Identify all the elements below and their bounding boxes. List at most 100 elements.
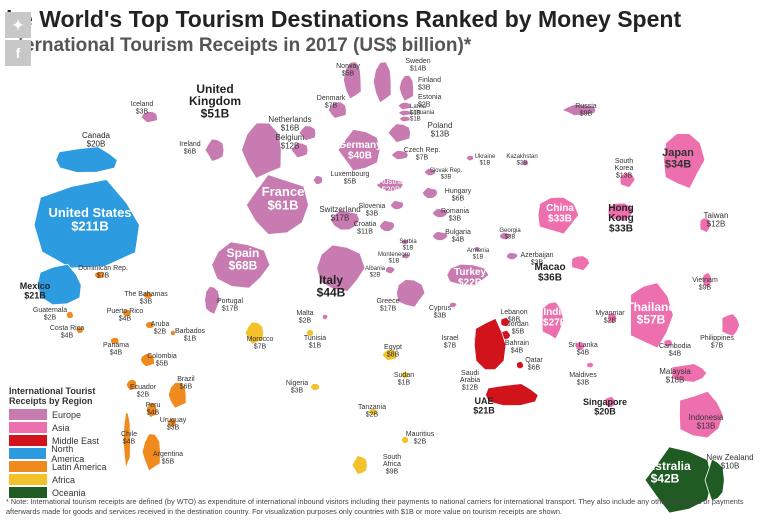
country-label-iceland: Iceland $3B xyxy=(131,101,154,115)
country-shape-south-korea xyxy=(619,172,636,189)
legend: International Tourist Receipts by Region… xyxy=(9,386,107,499)
country-name-portugal: Portugal xyxy=(217,298,244,305)
country-shape-croatia xyxy=(378,219,396,232)
country-value-taiwan: $12B xyxy=(707,219,726,228)
country-shape-brazil xyxy=(167,381,187,409)
country-value-denmark: $7B xyxy=(325,102,338,109)
country-label-canada: Canada $20B xyxy=(82,131,111,148)
country-name-iceland: Iceland xyxy=(131,101,154,108)
country-name-myanmar: Myanmar xyxy=(595,310,625,317)
country-value-azerbaijan: $3B xyxy=(531,259,544,266)
country-name-montenegro: Montenegro xyxy=(378,252,411,258)
country-shape-portugal xyxy=(204,285,221,315)
country-shape-tunisia xyxy=(305,328,314,338)
country-label-norway: Norway $5B xyxy=(336,63,360,77)
country-name-vietnam: Vietnam xyxy=(692,277,718,284)
country-value-myanmar: $2B xyxy=(604,317,617,324)
country-value-lithuania: $1B xyxy=(410,116,421,122)
country-value-colombia: $5B xyxy=(156,360,169,367)
country-shape-colombia xyxy=(139,353,155,368)
country-label-sweden: Sweden $14B xyxy=(405,58,430,72)
country-shape-india xyxy=(541,301,565,340)
country-name-hong-kong: Kong xyxy=(608,213,634,224)
country-label-aruba: Aruba $2B xyxy=(151,321,170,335)
country-name-ireland: Ireland xyxy=(179,141,201,148)
country-label-australia: Australia $42B xyxy=(639,459,691,486)
country-shape-costa-rica xyxy=(75,325,84,335)
country-name-greece: Greece xyxy=(377,298,400,305)
country-value-qatar: $6B xyxy=(528,364,541,371)
country-name-lithuania: Lithuania xyxy=(410,110,435,116)
country-label-uae: UAE $21B xyxy=(473,396,495,415)
country-value-czech-rep: $7B xyxy=(416,154,429,161)
country-name-peru: Peru xyxy=(146,402,161,409)
country-name-albania: Albania xyxy=(365,266,386,272)
country-shape-estonia xyxy=(397,101,412,111)
country-value-south-korea: $13B xyxy=(616,172,633,179)
country-label-kazakhstan: Kazakhstan $2B xyxy=(506,154,537,166)
country-label-sri-lanka: Sri Lanka $4B xyxy=(568,342,598,356)
country-shape-myanmar xyxy=(607,312,618,325)
country-label-dominican-rep: Dominican Rep. $7B xyxy=(78,265,128,279)
country-label-armenia: Armenia $1B xyxy=(467,248,490,260)
country-value-poland: $13B xyxy=(431,129,450,138)
country-label-morocco: Morocco $7B xyxy=(247,336,274,350)
country-name-israel: Israel xyxy=(441,335,459,342)
country-label-the-bahamas: The Bahamas $3B xyxy=(124,291,168,305)
country-label-costa-rica: Costa Rica $4B xyxy=(50,325,84,339)
country-name-chile: Chile xyxy=(121,431,137,438)
country-value-sri-lanka: $4B xyxy=(577,349,590,356)
country-shape-united-states xyxy=(33,179,140,269)
country-value-ukraine: $1B xyxy=(480,160,491,166)
country-label-colombia: Colombia $5B xyxy=(147,353,177,367)
country-value-vietnam: $9B xyxy=(699,284,712,291)
country-name-taiwan: Taiwan xyxy=(704,211,729,220)
country-shape-spain xyxy=(211,241,271,289)
country-shape-denmark xyxy=(327,101,347,119)
country-value-barbados: $1B xyxy=(184,335,197,342)
country-shape-malta xyxy=(321,313,329,321)
facebook-icon[interactable]: f xyxy=(5,40,31,66)
twitter-icon[interactable]: ✦ xyxy=(5,12,31,38)
country-name-qatar: Qatar xyxy=(525,357,543,364)
country-shape-sudan xyxy=(400,370,409,380)
country-shape-saudi-arabia xyxy=(473,317,507,371)
country-value-netherlands: $16B xyxy=(281,123,300,132)
legend-swatch xyxy=(9,435,47,446)
country-value-germany: $40B xyxy=(348,151,372,162)
legend-item: Middle East xyxy=(9,434,107,447)
country-label-philippines: Philippines $7B xyxy=(700,335,734,349)
country-shape-france xyxy=(245,174,309,235)
country-name-spain: Spain xyxy=(227,246,260,260)
country-shape-germany xyxy=(337,128,381,172)
country-name-morocco: Morocco xyxy=(247,336,274,343)
country-value-philippines: $7B xyxy=(711,342,724,349)
country-shape-south-africa xyxy=(351,455,368,475)
country-name-guatemala: Guatemala xyxy=(33,307,67,314)
country-value-the-bahamas: $3B xyxy=(140,298,153,305)
country-name-russia: Russia xyxy=(575,103,597,110)
country-shape-uruguay xyxy=(166,418,177,429)
country-label-macao: Macao $36B xyxy=(534,262,565,284)
country-label-estonia: Estonia $2B xyxy=(418,94,441,108)
footnote: * Note: International tourism receipts a… xyxy=(6,497,744,516)
legend-title: International Tourist Receipts by Region xyxy=(9,386,96,406)
country-label-turkey: Turkey $22B xyxy=(454,267,486,289)
country-label-tanzania: Tanzania $2B xyxy=(358,404,386,418)
country-name-barbados: Barbados xyxy=(175,328,205,335)
country-shape-georgia xyxy=(498,231,512,241)
chart-title: he World's Top Tourism Destinations Rank… xyxy=(6,6,682,32)
country-shape-the-bahamas xyxy=(142,290,153,300)
country-shape-greece xyxy=(396,279,426,308)
legend-swatch xyxy=(9,487,47,498)
country-value-morocco: $7B xyxy=(254,343,267,350)
country-label-albania: Albania $2B xyxy=(365,266,386,278)
country-label-guatemala: Guatemala $2B xyxy=(33,307,67,321)
country-name-luxembourg: Luxembourg xyxy=(331,171,370,178)
country-shape-romania xyxy=(431,207,449,218)
country-name-macao: Macao xyxy=(534,262,565,273)
country-name-slovenia: Slovenia xyxy=(359,203,386,210)
country-value-ecuador: $2B xyxy=(137,391,150,398)
